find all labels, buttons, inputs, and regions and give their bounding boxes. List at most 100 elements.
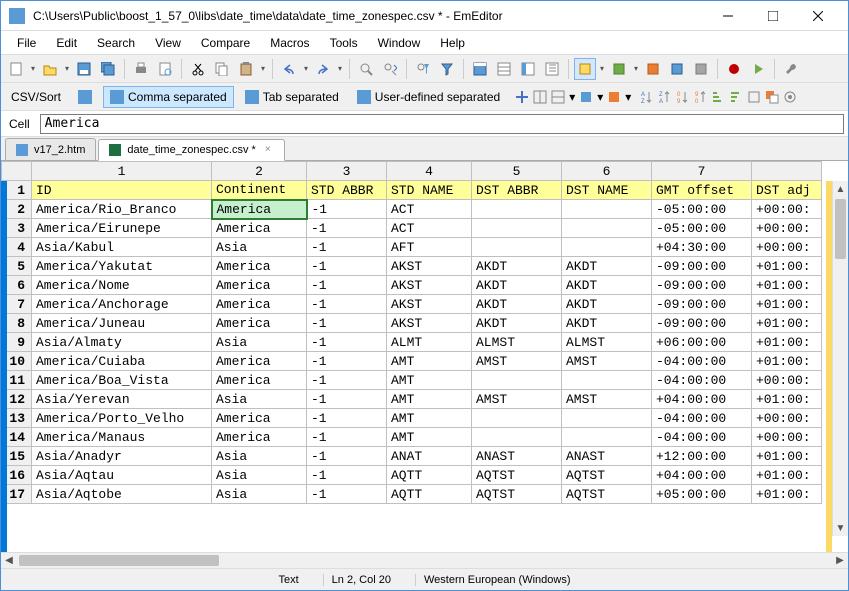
sort-09-icon[interactable]: 09 xyxy=(675,90,689,104)
data-cell[interactable]: +06:00:00 xyxy=(652,333,752,352)
header-cell[interactable]: DST NAME xyxy=(562,181,652,200)
copy-icon[interactable] xyxy=(211,58,233,80)
data-cell[interactable]: America xyxy=(212,219,307,238)
plugin1-icon[interactable] xyxy=(574,58,596,80)
data-cell[interactable]: America xyxy=(212,314,307,333)
data-cell[interactable]: -1 xyxy=(307,295,387,314)
sort-len-asc-icon[interactable] xyxy=(711,90,725,104)
data-cell[interactable]: +00:00: xyxy=(752,428,822,447)
data-cell[interactable] xyxy=(472,428,562,447)
data-cell[interactable]: America/Cuiaba xyxy=(32,352,212,371)
data-cell[interactable]: America xyxy=(212,428,307,447)
col-header[interactable]: 7 xyxy=(652,162,752,181)
data-cell[interactable]: +01:00: xyxy=(752,485,822,504)
menu-edit[interactable]: Edit xyxy=(48,34,85,52)
data-cell[interactable]: Asia/Almaty xyxy=(32,333,212,352)
sort-len-desc-icon[interactable] xyxy=(729,90,743,104)
data-cell[interactable]: Asia xyxy=(212,238,307,257)
data-cell[interactable]: AKST xyxy=(387,314,472,333)
header-cell[interactable]: ID xyxy=(32,181,212,200)
data-cell[interactable]: -1 xyxy=(307,352,387,371)
csv-tool3-icon[interactable] xyxy=(551,90,565,104)
open-icon[interactable] xyxy=(39,58,61,80)
data-cell[interactable]: -1 xyxy=(307,333,387,352)
tool-icon[interactable] xyxy=(780,58,802,80)
data-cell[interactable]: +00:00: xyxy=(752,200,822,219)
data-cell[interactable]: Asia/Aqtau xyxy=(32,466,212,485)
menu-window[interactable]: Window xyxy=(370,34,429,52)
data-cell[interactable]: Asia xyxy=(212,466,307,485)
col-header[interactable]: 5 xyxy=(472,162,562,181)
data-cell[interactable]: America/Boa_Vista xyxy=(32,371,212,390)
data-cell[interactable]: +04:00:00 xyxy=(652,390,752,409)
menu-view[interactable]: View xyxy=(147,34,189,52)
data-cell[interactable]: AMST xyxy=(472,390,562,409)
data-cell[interactable]: AKDT xyxy=(472,314,562,333)
sort-za-icon[interactable]: ZA xyxy=(657,90,671,104)
data-cell[interactable] xyxy=(472,409,562,428)
data-cell[interactable]: AMT xyxy=(387,428,472,447)
data-cell[interactable]: -1 xyxy=(307,276,387,295)
scroll-down-icon[interactable]: ▼ xyxy=(833,520,848,536)
data-cell[interactable]: ANAST xyxy=(562,447,652,466)
plugin4-icon[interactable] xyxy=(666,58,688,80)
csv-mode-comma[interactable]: Comma separated xyxy=(103,86,234,108)
data-cell[interactable] xyxy=(472,371,562,390)
data-cell[interactable]: AMST xyxy=(562,390,652,409)
data-cell[interactable]: ALMST xyxy=(562,333,652,352)
data-cell[interactable]: -1 xyxy=(307,485,387,504)
data-cell[interactable]: -09:00:00 xyxy=(652,295,752,314)
menu-help[interactable]: Help xyxy=(432,34,473,52)
tab-zonespec[interactable]: date_time_zonespec.csv * × xyxy=(98,139,284,161)
paste-icon[interactable] xyxy=(235,58,257,80)
menu-file[interactable]: File xyxy=(9,34,44,52)
data-cell[interactable]: -04:00:00 xyxy=(652,409,752,428)
header-cell[interactable]: DST adj xyxy=(752,181,822,200)
data-cell[interactable]: ACT xyxy=(387,219,472,238)
data-cell[interactable]: AKST xyxy=(387,257,472,276)
find-next-icon[interactable] xyxy=(379,58,401,80)
data-cell[interactable] xyxy=(562,371,652,390)
data-cell[interactable]: America xyxy=(212,352,307,371)
data-cell[interactable] xyxy=(472,238,562,257)
data-cell[interactable]: AFT xyxy=(387,238,472,257)
cut-icon[interactable] xyxy=(187,58,209,80)
data-cell[interactable]: +00:00: xyxy=(752,219,822,238)
scroll-right-icon[interactable]: ▶ xyxy=(832,553,848,568)
delete-dup-icon[interactable] xyxy=(765,90,779,104)
data-cell[interactable]: America/Eirunepe xyxy=(32,219,212,238)
data-cell[interactable]: -1 xyxy=(307,390,387,409)
data-cell[interactable]: -1 xyxy=(307,200,387,219)
data-cell[interactable]: -05:00:00 xyxy=(652,200,752,219)
csv-settings-icon[interactable] xyxy=(783,90,797,104)
data-cell[interactable]: -04:00:00 xyxy=(652,352,752,371)
undo-icon[interactable] xyxy=(278,58,300,80)
maximize-button[interactable] xyxy=(750,1,795,30)
data-cell[interactable]: America xyxy=(212,200,307,219)
data-cell[interactable]: -04:00:00 xyxy=(652,428,752,447)
data-cell[interactable]: -1 xyxy=(307,447,387,466)
data-cell[interactable] xyxy=(472,200,562,219)
data-cell[interactable]: Asia xyxy=(212,485,307,504)
data-cell[interactable]: -1 xyxy=(307,409,387,428)
data-cell[interactable]: AMT xyxy=(387,409,472,428)
data-cell[interactable]: AKDT xyxy=(472,276,562,295)
col-header[interactable]: 6 xyxy=(562,162,652,181)
data-cell[interactable]: ANAST xyxy=(472,447,562,466)
data-cell[interactable]: Asia/Aqtobe xyxy=(32,485,212,504)
data-cell[interactable]: -1 xyxy=(307,314,387,333)
data-cell[interactable]: Asia xyxy=(212,333,307,352)
header-cell[interactable]: STD NAME xyxy=(387,181,472,200)
scroll-thumb[interactable] xyxy=(835,199,846,259)
close-icon[interactable]: × xyxy=(262,144,274,156)
filter-find-icon[interactable] xyxy=(412,58,434,80)
data-cell[interactable]: -1 xyxy=(307,371,387,390)
print-icon[interactable] xyxy=(130,58,152,80)
save-icon[interactable] xyxy=(73,58,95,80)
filter-icon[interactable] xyxy=(436,58,458,80)
data-cell[interactable]: -09:00:00 xyxy=(652,314,752,333)
data-cell[interactable]: -09:00:00 xyxy=(652,257,752,276)
plugin2-icon[interactable] xyxy=(608,58,630,80)
save-all-icon[interactable] xyxy=(97,58,119,80)
data-cell[interactable]: AMST xyxy=(472,352,562,371)
